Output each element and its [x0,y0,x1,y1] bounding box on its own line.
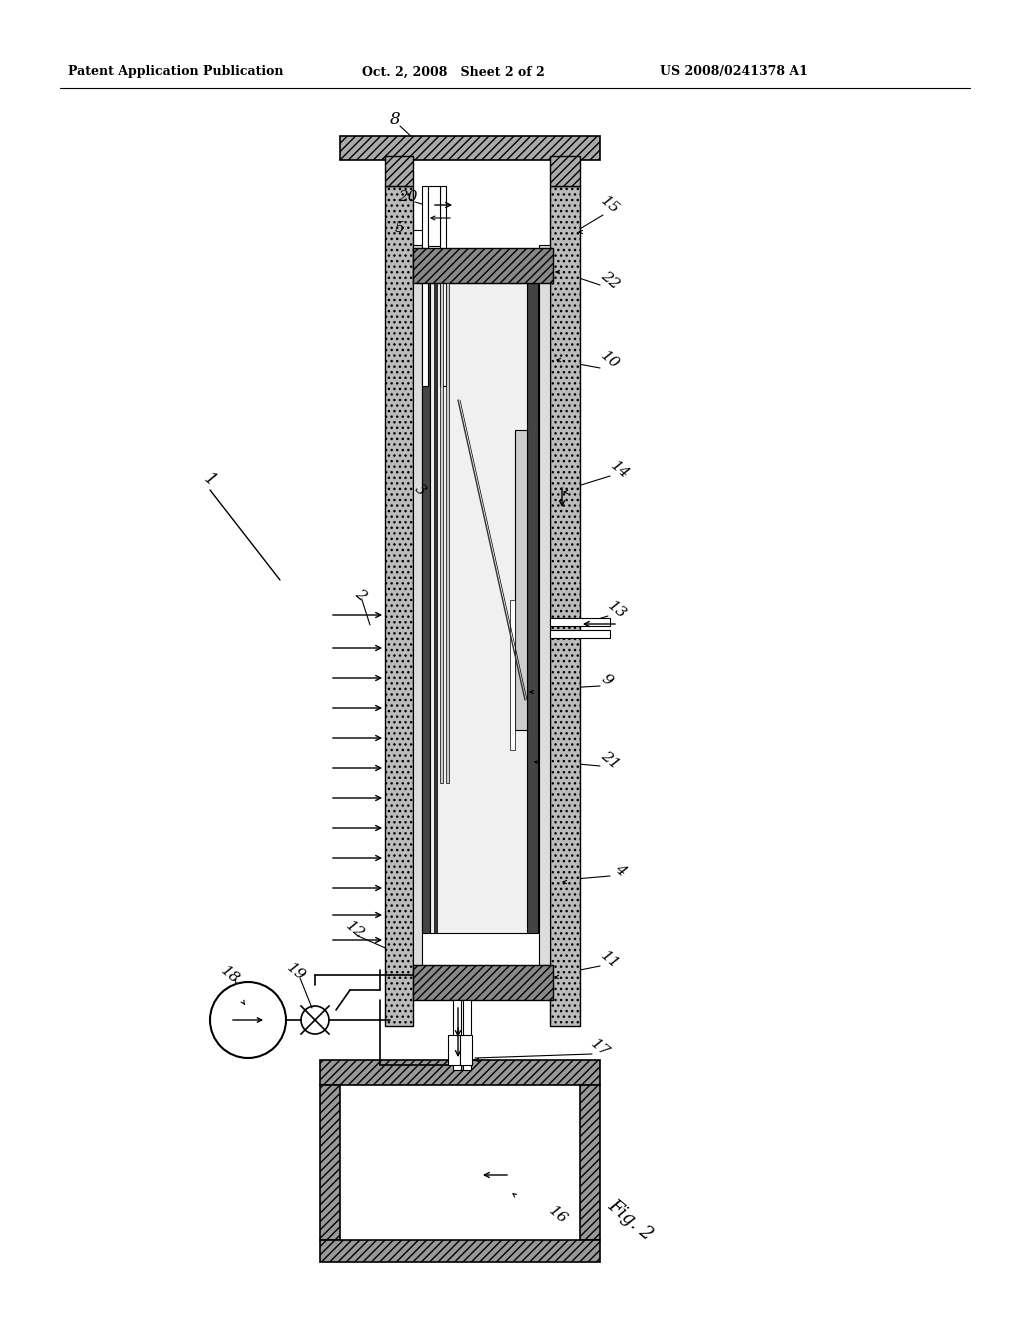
Text: Oct. 2, 2008   Sheet 2 of 2: Oct. 2, 2008 Sheet 2 of 2 [362,66,545,78]
Bar [515,430,527,730]
Bar [340,1085,580,1239]
Text: 9: 9 [599,672,615,689]
Text: 4: 4 [611,862,629,879]
Bar [430,282,527,933]
Text: 17: 17 [588,1036,612,1060]
Text: 14: 14 [608,458,632,482]
Text: 8: 8 [390,111,400,128]
Bar [422,186,428,385]
Bar [422,282,430,933]
Bar [319,1239,600,1262]
Text: 19: 19 [284,961,308,983]
Bar [527,282,538,933]
Bar [510,601,515,750]
Text: 10: 10 [598,348,622,372]
Text: 21: 21 [598,748,622,772]
Text: 18: 18 [218,964,242,986]
Bar [539,246,550,965]
Bar [550,156,580,186]
Text: 15: 15 [598,193,622,216]
Text: Patent Application Publication: Patent Application Publication [68,66,284,78]
Bar [440,282,443,783]
Text: 22: 22 [598,268,622,292]
Text: 13: 13 [605,598,629,622]
Bar [434,282,437,933]
Text: 12: 12 [343,919,367,941]
Bar [319,1060,600,1085]
Text: 20: 20 [398,190,418,205]
Text: 5: 5 [395,220,404,235]
Bar [319,1085,340,1239]
Bar [340,136,600,160]
Bar [580,1085,600,1239]
Bar [413,248,553,282]
Bar [440,186,446,385]
Text: US 2008/0241378 A1: US 2008/0241378 A1 [660,66,808,78]
Bar [460,1035,472,1065]
Text: 11: 11 [598,948,622,972]
Text: 3: 3 [412,482,428,499]
Text: 16: 16 [546,1204,570,1226]
Text: 2: 2 [352,586,369,603]
Text: 1: 1 [201,470,219,490]
Bar [453,1001,461,1071]
Bar [550,630,610,638]
Bar [449,1035,460,1065]
Text: Fig. 2: Fig. 2 [604,1196,656,1243]
Bar [413,965,553,1001]
Bar [463,1001,471,1071]
Bar [550,186,580,1026]
Circle shape [210,982,286,1059]
Bar [385,156,413,186]
Bar [428,186,440,246]
Bar [550,618,610,626]
Bar [413,246,422,965]
Bar [446,282,449,783]
Bar [385,186,413,1026]
